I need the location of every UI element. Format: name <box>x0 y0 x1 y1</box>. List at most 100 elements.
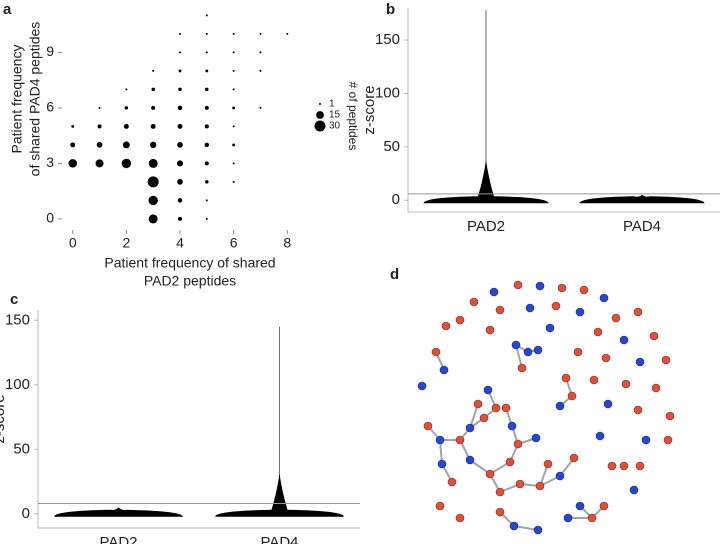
panel-label: b <box>386 1 395 18</box>
x-tick-label: PAD2 <box>99 534 137 544</box>
bubble <box>148 195 158 206</box>
y-tick-label: 6 <box>46 99 54 115</box>
bubble <box>151 87 155 92</box>
bubble <box>177 105 183 111</box>
bubble <box>205 217 208 220</box>
bubble <box>95 159 104 168</box>
bubble <box>286 32 289 35</box>
legend-title: # of peptides <box>346 82 360 151</box>
bubble <box>259 106 262 109</box>
bubble <box>205 180 209 184</box>
bubble <box>150 141 157 149</box>
x-tick-label: PAD4 <box>260 534 298 544</box>
network-edges <box>427 344 605 531</box>
bubble <box>177 142 183 148</box>
bubble <box>70 142 76 148</box>
swarm-body <box>423 160 549 204</box>
x-tick-label: 8 <box>283 235 291 251</box>
bubble <box>147 176 159 188</box>
y-tick-label: 50 <box>383 138 400 155</box>
bubble <box>232 180 235 183</box>
y-tick-label: 50 <box>13 440 30 457</box>
x-tick-label: 0 <box>69 235 77 251</box>
bubble <box>259 51 262 54</box>
swarm-body <box>579 194 705 204</box>
bubble <box>122 141 130 149</box>
y-axis-label: Patient frequency <box>9 45 25 154</box>
panel-label: c <box>10 291 18 308</box>
x-tick-label: 6 <box>230 235 238 251</box>
bubble <box>204 161 209 166</box>
bubble <box>98 106 101 109</box>
bubble <box>232 51 235 54</box>
bubble <box>125 88 128 91</box>
bubble <box>148 214 158 224</box>
swarm-body <box>215 473 344 517</box>
network: d <box>390 266 675 535</box>
y-tick-label: 0 <box>46 210 54 226</box>
x-tick-label: PAD4 <box>623 218 661 235</box>
y-tick-label: 150 <box>375 31 400 48</box>
bubble <box>232 69 235 72</box>
x-axis-label: Patient frequency of shared <box>104 255 275 271</box>
bubble <box>177 123 183 129</box>
x-tick-label: 4 <box>176 235 184 251</box>
bubble <box>232 32 235 35</box>
bubble <box>124 106 129 110</box>
bubble <box>205 51 208 54</box>
bubble <box>204 105 209 110</box>
x-tick-label: 2 <box>122 235 130 251</box>
legend-bubble <box>318 102 322 106</box>
bubble <box>205 87 209 92</box>
bubble <box>178 51 182 54</box>
bubble <box>232 143 236 147</box>
legend-label: 1 <box>329 99 335 110</box>
y-axis-label: of shared PAD4 peptides <box>27 22 43 177</box>
bubble <box>178 87 182 92</box>
bubble <box>205 69 209 73</box>
y-tick-label: 3 <box>46 154 54 170</box>
y-tick-label: 100 <box>375 84 400 101</box>
bubble <box>123 123 129 129</box>
bubble <box>178 69 182 73</box>
bubble <box>259 69 262 72</box>
bubble <box>148 158 158 168</box>
bubble <box>152 69 155 72</box>
panel-label: d <box>390 266 399 283</box>
y-axis-label: z-score <box>361 85 378 134</box>
bubble <box>232 162 235 165</box>
y-tick-label: 150 <box>5 311 30 328</box>
bubble <box>96 142 103 148</box>
legend-label: 30 <box>329 121 341 132</box>
bubble <box>151 105 156 110</box>
bubble <box>204 142 210 148</box>
y-tick-label: 0 <box>392 191 400 208</box>
legend-bubble <box>314 120 326 132</box>
bubble <box>232 106 236 110</box>
y-tick-label: 9 <box>46 43 54 59</box>
bubble <box>178 32 182 35</box>
y-axis-label: z-score <box>0 394 8 443</box>
bubble <box>232 125 235 128</box>
bubble <box>97 124 102 129</box>
y-tick-label: 0 <box>22 505 30 522</box>
swarm-body <box>54 507 183 517</box>
x-tick-label: PAD2 <box>467 218 505 235</box>
panel-label: a <box>3 1 12 18</box>
bubble <box>177 216 183 221</box>
bubble <box>121 158 132 169</box>
bubble <box>204 124 209 129</box>
bubble <box>232 88 235 91</box>
bubble <box>177 198 183 203</box>
x-axis-label: PAD2 peptides <box>144 273 236 289</box>
bubble <box>176 160 184 167</box>
bubble <box>205 14 208 17</box>
legend-bubble <box>316 111 324 119</box>
bubble <box>177 179 183 185</box>
bubble <box>205 199 208 202</box>
network-nodes <box>417 280 675 535</box>
bubble <box>71 124 75 128</box>
bubble <box>259 32 262 35</box>
y-tick-label: 100 <box>5 376 30 393</box>
